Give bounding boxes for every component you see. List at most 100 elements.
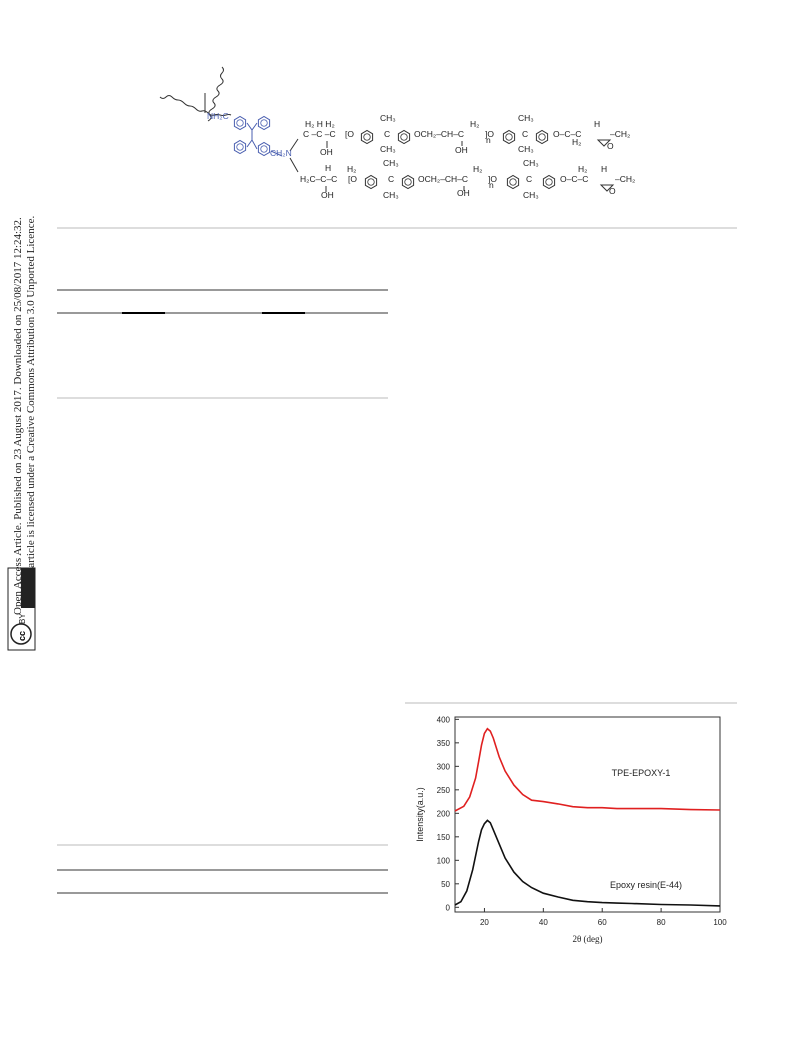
ring-inner: [260, 119, 268, 127]
y-tick-label: 50: [441, 880, 450, 889]
chem-label: OCH₂–CH–C: [414, 129, 464, 139]
chem-label: O–C–C: [560, 174, 588, 184]
benzene-ring: [506, 174, 520, 190]
tpe-bonds: [246, 122, 283, 157]
chem-label: ]O: [485, 129, 494, 139]
cc-circle: [10, 623, 32, 645]
annotation: Epoxy resin(E-44): [610, 880, 682, 890]
ring-inner: [260, 145, 268, 153]
chem-label: O–C–C: [553, 129, 581, 139]
benzene-ring: [401, 174, 415, 190]
chem-label: CH₃: [523, 190, 539, 200]
y-tick-label: 100: [437, 856, 451, 865]
y-tick-label: 300: [437, 762, 451, 771]
ring-inner: [538, 133, 546, 141]
chart: 0 50 100 150 200 250 300 350 400 20 40 60 80 100 2θ (d…: [415, 715, 727, 944]
sidebar-line1: Open Access Article. Published on 23 Aug…: [12, 217, 24, 615]
rings: [233, 115, 556, 190]
chem-label: n: [486, 135, 491, 145]
y-tick-label: 400: [437, 715, 451, 724]
benzene-ring: [233, 115, 247, 131]
ring-inner: [404, 178, 412, 186]
ring-inner: [367, 178, 375, 186]
benzene-ring: [502, 129, 516, 145]
scheme-bonds: [159, 66, 615, 192]
chem-label: –CH₂: [615, 174, 635, 184]
ring-inner: [236, 143, 244, 151]
annotation: TPE-EPOXY-1: [612, 768, 671, 778]
y-tick-label: 0: [446, 903, 451, 912]
benzene-ring: [364, 174, 378, 190]
chem-label: O: [609, 186, 616, 196]
rules: [57, 227, 737, 894]
x-tick-label: 40: [539, 918, 548, 927]
badge-dark: [21, 568, 35, 608]
chem-label: [O: [345, 129, 354, 139]
chem-label: ]O: [488, 174, 497, 184]
chem-label: CH₃: [523, 158, 539, 168]
benzene-ring: [542, 174, 556, 190]
series-line: [454, 819, 721, 907]
x-tick-label: 60: [598, 918, 607, 927]
y-tick-label: 250: [437, 786, 451, 795]
chem-label: CH₃: [518, 113, 534, 123]
chem-label: H: [594, 119, 600, 129]
chem-label: H₂: [572, 137, 581, 147]
chem-label: –CH₂: [610, 129, 630, 139]
chem-label: CH₃: [383, 158, 399, 168]
ring-inner: [505, 133, 513, 141]
x-tick-label: 20: [480, 918, 489, 927]
chem-label: H₂: [578, 164, 587, 174]
benzene-ring: [233, 139, 247, 155]
benzene-ring: [257, 115, 271, 131]
chem-label: NH₂C: [207, 111, 229, 121]
chem-label: CH₃: [383, 190, 399, 200]
chem-label: O: [607, 141, 614, 151]
ring-inner: [545, 178, 553, 186]
x-tick-label: 100: [713, 918, 727, 927]
chem-label: H₂ H H₂: [305, 119, 335, 129]
chem-label: C –C –C: [303, 129, 336, 139]
y-axis-label: Intensity(a.u.): [415, 787, 425, 842]
chem-label: H: [325, 163, 331, 173]
y-tick-label: 200: [437, 809, 451, 818]
benzene-ring: [360, 129, 374, 145]
chem-label: H₂: [470, 119, 479, 129]
benzene-ring: [257, 141, 271, 157]
chem-label: OH: [455, 145, 468, 155]
badge-cc: cc: [17, 631, 27, 641]
y-tick-label: 150: [437, 833, 451, 842]
chem-label: C: [526, 174, 532, 184]
series-line: [454, 727, 721, 812]
chem-label: C: [384, 129, 390, 139]
chem-label: OCH₂–CH–C: [418, 174, 468, 184]
plot-frame: [454, 716, 721, 913]
chem-label: C: [522, 129, 528, 139]
chem-label: CH₂N: [270, 148, 292, 158]
chem-label: CH₃: [518, 144, 534, 154]
ring-inner: [363, 133, 371, 141]
sidebar-line2: This article is licensed under a Creativ…: [25, 216, 37, 590]
ring-inner: [509, 178, 517, 186]
benzene-ring: [535, 129, 549, 145]
chem-label: CH₃: [380, 144, 396, 154]
badge-by: BY: [18, 613, 27, 624]
y-tick-label: 350: [437, 739, 451, 748]
chem-label: H₂: [473, 164, 482, 174]
ring-inner: [400, 133, 408, 141]
chem-label: n: [489, 180, 494, 190]
chem-label: OH: [320, 147, 333, 157]
chem-label: H₂: [347, 164, 356, 174]
chem-label: C: [388, 174, 394, 184]
x-tick-label: 80: [657, 918, 666, 927]
chem-label: H₂C–C–C: [300, 174, 337, 184]
chem-label: CH₃: [380, 113, 396, 123]
benzene-ring: [397, 129, 411, 145]
chem-label: OH: [457, 188, 470, 198]
chem-label: H: [601, 164, 607, 174]
chem-label: [O: [348, 174, 357, 184]
x-axis-label: 2θ (deg): [572, 934, 602, 944]
ring-inner: [236, 119, 244, 127]
chem-label: OH: [321, 190, 334, 200]
